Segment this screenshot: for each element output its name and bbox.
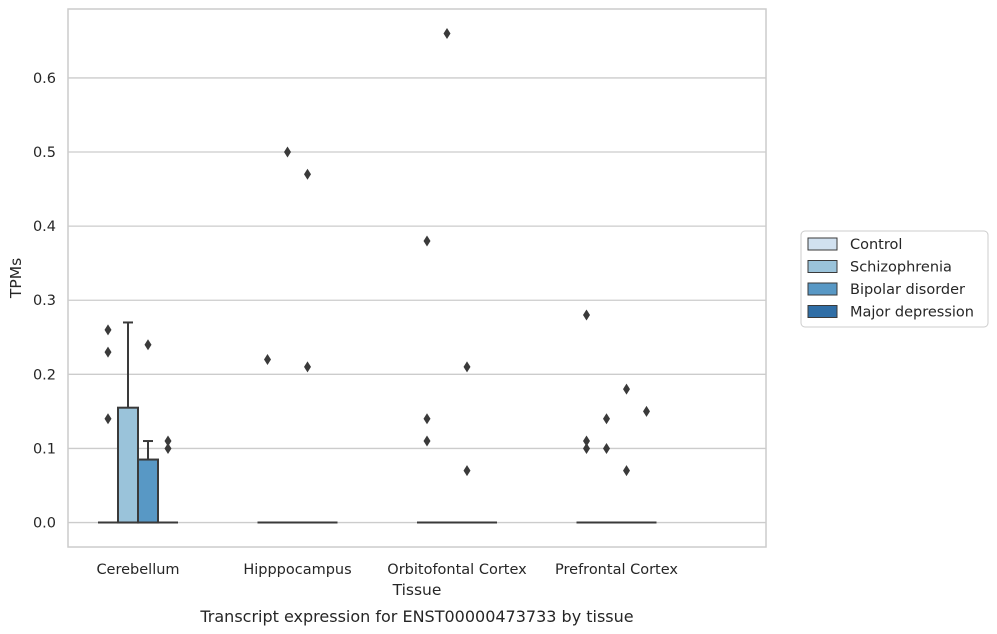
legend-swatch bbox=[807, 305, 838, 318]
box-group bbox=[417, 235, 437, 524]
x-tick-labels: Cerebellum Hipppocampus Orbitofontal Corte… bbox=[96, 562, 678, 578]
outlier-point bbox=[104, 346, 112, 358]
legend-label: Schizophrenia bbox=[850, 260, 952, 276]
box-group bbox=[297, 168, 318, 524]
x-tick-label: Cerebellum bbox=[96, 562, 179, 578]
legend-label: Control bbox=[850, 237, 902, 253]
x-tick-label: Orbitofontal Cortex bbox=[387, 562, 527, 578]
outlier-point bbox=[603, 442, 610, 454]
box-group bbox=[596, 413, 617, 524]
outlier-point bbox=[463, 361, 471, 373]
outlier-point bbox=[583, 309, 590, 321]
outlier-point bbox=[423, 413, 431, 425]
box-group bbox=[137, 339, 159, 524]
box-group bbox=[277, 146, 298, 524]
y-tick-label: 0.4 bbox=[33, 219, 56, 235]
box-group bbox=[257, 354, 278, 524]
box-group bbox=[98, 324, 118, 524]
y-axis-label: TPMs bbox=[7, 258, 25, 299]
y-tick-label: 0.3 bbox=[33, 293, 56, 309]
x-tick-label: Prefrontal Cortex bbox=[555, 562, 678, 578]
outlier-point bbox=[463, 465, 471, 477]
outlier-point bbox=[264, 354, 271, 366]
box-group bbox=[437, 27, 457, 524]
outlier-point bbox=[583, 435, 590, 447]
box-group bbox=[616, 383, 637, 524]
outlier-point bbox=[423, 235, 431, 247]
outlier-point bbox=[164, 442, 172, 454]
outlier-point bbox=[104, 413, 112, 425]
outlier-point bbox=[304, 361, 311, 373]
plot-frame bbox=[67, 8, 767, 548]
outlier-point bbox=[623, 465, 630, 477]
box bbox=[137, 458, 159, 524]
y-tick-label: 0.1 bbox=[33, 441, 56, 457]
legend-label: Bipolar disorder bbox=[850, 282, 965, 298]
outlier-point bbox=[144, 339, 152, 351]
legend-frame bbox=[800, 230, 989, 328]
outlier-point bbox=[284, 146, 291, 158]
y-tick-label: 0.6 bbox=[33, 71, 56, 87]
box-group bbox=[158, 435, 178, 524]
legend-label: Major depression bbox=[850, 305, 974, 321]
outlier-point bbox=[603, 413, 610, 425]
y-gridlines bbox=[68, 77, 766, 524]
box-group bbox=[117, 321, 139, 524]
outlier-point bbox=[104, 324, 112, 336]
box-group bbox=[576, 309, 597, 524]
box-group bbox=[636, 405, 657, 524]
outlier-point bbox=[583, 442, 590, 454]
y-tick-label: 0.2 bbox=[33, 367, 56, 383]
box bbox=[117, 406, 139, 524]
outlier-point bbox=[443, 27, 451, 39]
box-groups bbox=[98, 27, 657, 524]
outlier-point bbox=[643, 405, 650, 417]
x-tick-label: Hipppocampus bbox=[243, 562, 351, 578]
y-tick-label: 0.0 bbox=[33, 516, 56, 532]
y-tick-labels: 0.0 0.1 0.2 0.3 0.4 0.5 0.6 bbox=[33, 71, 56, 532]
outlier-point bbox=[304, 168, 311, 180]
y-tick-label: 0.5 bbox=[33, 145, 56, 161]
outlier-point bbox=[623, 383, 630, 395]
legend-swatch bbox=[807, 260, 838, 273]
plot-area bbox=[68, 9, 766, 547]
legend-swatch bbox=[807, 237, 838, 251]
outlier-point bbox=[164, 435, 172, 447]
legend: Control Schizophrenia Bipolar disorder Majo… bbox=[800, 230, 989, 328]
x-axis-label: Tissue bbox=[392, 581, 442, 599]
legend-swatch bbox=[807, 282, 838, 296]
outlier-point bbox=[423, 435, 431, 447]
box-group bbox=[457, 361, 477, 524]
chart-caption: Transcript expression for ENST0000047373… bbox=[199, 607, 633, 626]
